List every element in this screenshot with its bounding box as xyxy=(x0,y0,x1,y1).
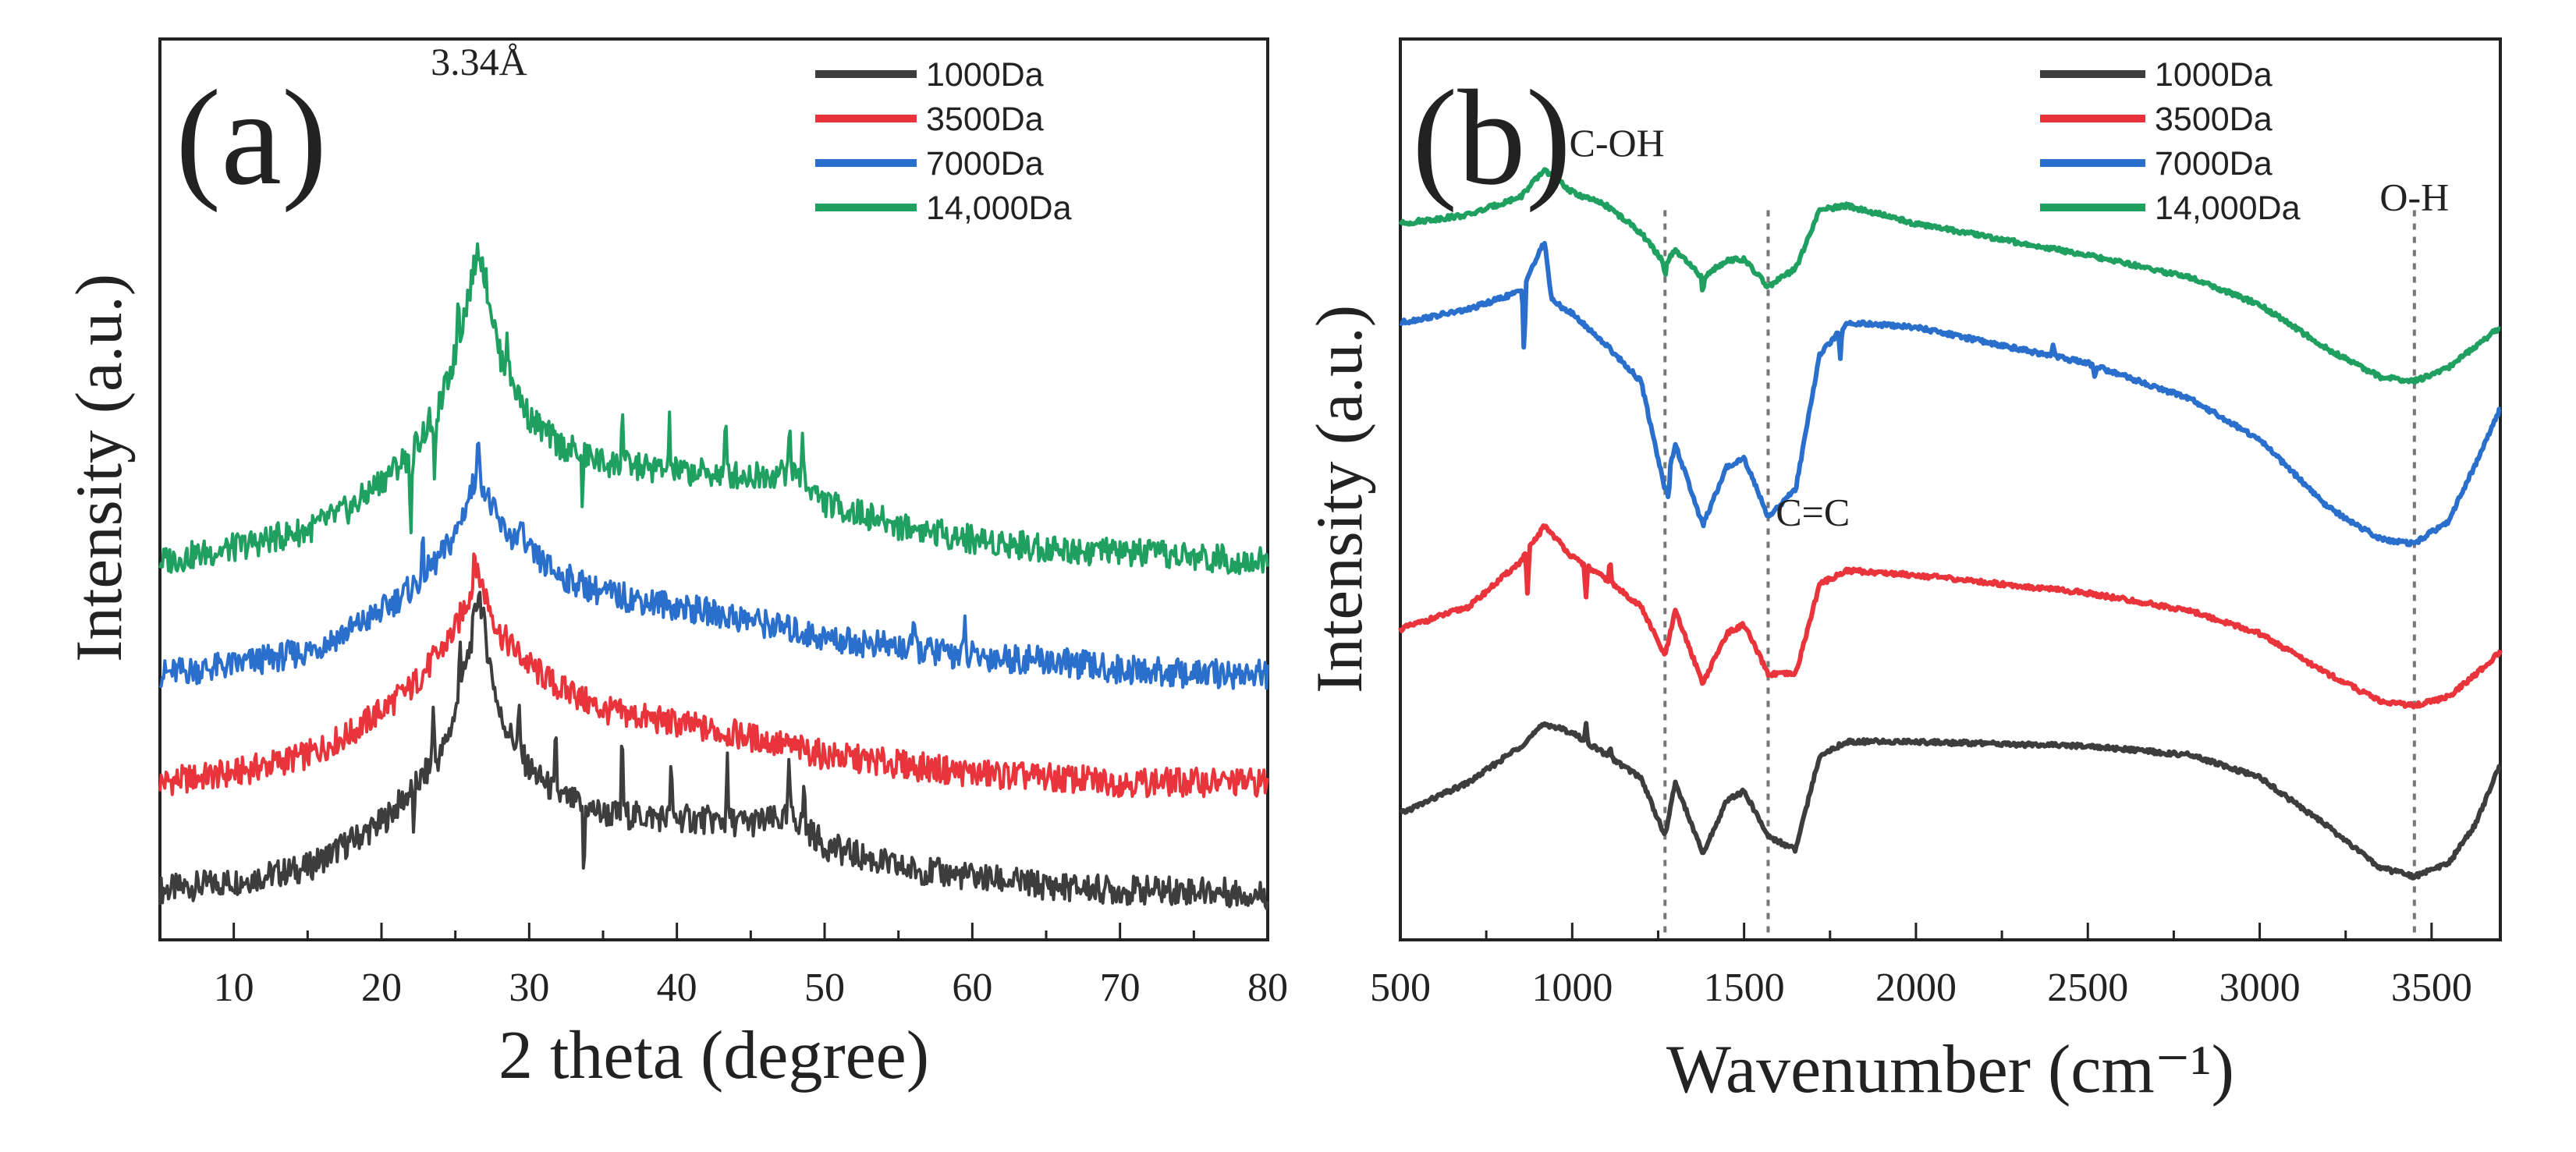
panel-b-label: (b) xyxy=(1412,62,1571,213)
x-tick-label: 2000 xyxy=(1875,966,1957,1010)
panel-a-x-ticks: 10 20 30 40 50 60 70 80 xyxy=(158,923,1288,1010)
x-tick-label: 500 xyxy=(1370,966,1431,1010)
x-tick-label: 60 xyxy=(952,966,992,1010)
x-tick-label: 30 xyxy=(509,966,549,1010)
x-tick-label: 1000 xyxy=(1531,966,1613,1010)
panel-b-ftir: 500 1000 1500 2000 2500 3000 3500 (b) C-OH C=C… xyxy=(1303,37,2503,1108)
legend-label: 7000Da xyxy=(2155,145,2273,183)
panel-b-annotation-o-h: O-H xyxy=(2379,175,2449,218)
panel-b-series xyxy=(1398,167,2503,881)
panel-b-annotation-c-oh: C-OH xyxy=(1569,121,1664,165)
legend-label: 1000Da xyxy=(2155,56,2273,94)
panel-b-annotation-c-c: C=C xyxy=(1776,491,1850,534)
series-line-3500da xyxy=(158,552,1269,799)
x-tick-label: 80 xyxy=(1247,966,1288,1010)
panel-b-reference-lines xyxy=(1663,210,2416,934)
panel-a-legend: 1000Da 3500Da 7000Da 14,000Da xyxy=(815,56,1072,227)
series-line-1000da xyxy=(1399,721,2502,881)
series-line-14000da xyxy=(1398,167,2502,385)
panel-a-x-axis-label: 2 theta (degree) xyxy=(499,1018,929,1094)
x-tick-label: 10 xyxy=(214,966,254,1010)
legend-label: 14,000Da xyxy=(926,190,1072,227)
panel-a-xrd: 10 20 30 40 50 60 70 80 (a) 3.34Å 2 theta (degr… xyxy=(62,37,1288,1094)
x-tick-label: 2500 xyxy=(2047,966,2128,1010)
x-tick-label: 70 xyxy=(1100,966,1141,1010)
x-tick-label: 20 xyxy=(361,966,402,1010)
series-line-7000da xyxy=(158,441,1269,690)
panel-b-y-axis-label: Intensity (a.u.) xyxy=(1303,305,1376,693)
legend-label: 14,000Da xyxy=(2155,190,2301,227)
panel-a-annotation-peak: 3.34Å xyxy=(431,40,527,83)
panel-a-label: (a) xyxy=(176,62,327,213)
series-line-1000da xyxy=(158,590,1269,910)
series-line-3500da xyxy=(1398,523,2503,710)
x-tick-label: 50 xyxy=(804,966,845,1010)
series-line-7000da xyxy=(1399,240,2502,548)
series-line-14000da xyxy=(158,242,1269,576)
panel-a-y-axis-label: Intensity (a.u.) xyxy=(62,274,136,662)
panel-b-x-ticks: 500 1000 1500 2000 2500 3000 3500 xyxy=(1370,923,2472,1010)
panel-b-legend: 1000Da 3500Da 7000Da 14,000Da xyxy=(2040,56,2301,227)
panel-a-series xyxy=(158,242,1269,910)
legend-label: 3500Da xyxy=(926,101,1044,138)
panel-b-x-axis-label: Wavenumber (cm⁻¹) xyxy=(1666,1032,2234,1108)
x-tick-label: 40 xyxy=(657,966,697,1010)
x-tick-label: 1500 xyxy=(1704,966,1785,1010)
panel-a-plot-frame xyxy=(158,37,1269,941)
panel-b-plot-frame xyxy=(1399,37,2502,941)
x-tick-label: 3000 xyxy=(2219,966,2301,1010)
x-tick-label: 3500 xyxy=(2391,966,2472,1010)
legend-label: 7000Da xyxy=(926,145,1044,183)
legend-label: 3500Da xyxy=(2155,101,2273,138)
legend-label: 1000Da xyxy=(926,56,1044,94)
